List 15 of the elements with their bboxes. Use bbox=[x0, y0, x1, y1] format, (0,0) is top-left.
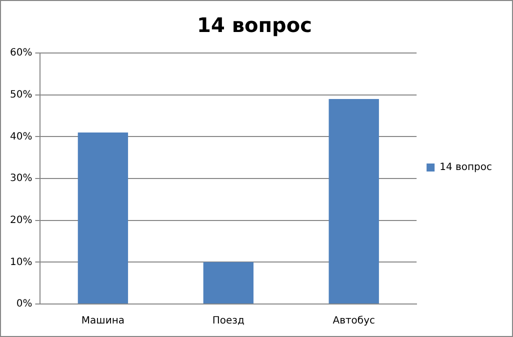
bar bbox=[328, 99, 379, 304]
chart-title: 14 вопрос bbox=[197, 13, 312, 38]
bar bbox=[78, 132, 128, 304]
y-tick-label: 60% bbox=[10, 48, 32, 59]
y-tick-label: 10% bbox=[10, 256, 32, 268]
y-tick-label: 40% bbox=[10, 131, 32, 142]
y-tick-label: 30% bbox=[10, 173, 32, 184]
y-tick-label: 20% bbox=[10, 214, 32, 226]
x-tick-label: Автобус bbox=[332, 316, 375, 327]
y-tick-label: 0% bbox=[16, 298, 32, 310]
bar bbox=[203, 262, 254, 304]
legend-label: 14 вопрос bbox=[440, 162, 492, 174]
x-tick-label: Поезд bbox=[212, 316, 244, 327]
y-tick-label: 50% bbox=[10, 89, 32, 100]
x-tick-label: Машина bbox=[81, 316, 124, 327]
